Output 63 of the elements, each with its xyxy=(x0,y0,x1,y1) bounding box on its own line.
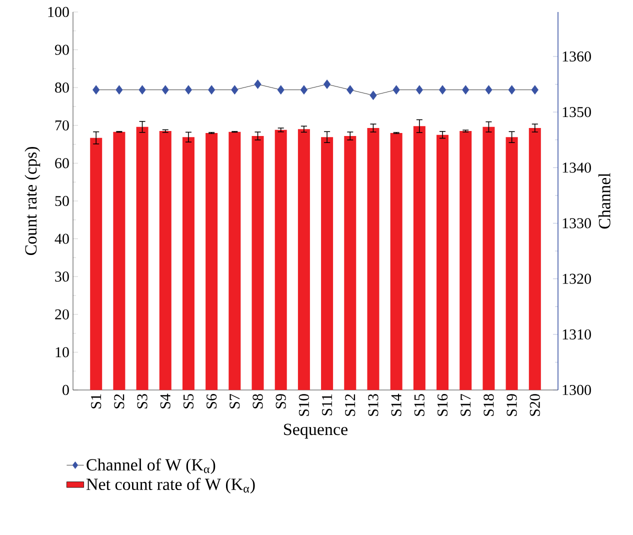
bar xyxy=(528,128,541,390)
bar xyxy=(206,132,218,390)
bar xyxy=(390,132,402,390)
y-axis-title: Count rate (cps) xyxy=(24,146,40,256)
bar xyxy=(344,136,356,390)
bar xyxy=(298,129,310,390)
bar xyxy=(367,128,380,390)
y-tick-label: 50 xyxy=(55,196,69,206)
x-tick-label: S18 xyxy=(484,394,494,416)
bar xyxy=(506,137,518,390)
y2-tick-label: 1330 xyxy=(562,218,591,228)
legend-label: Channel of W (K$_{α}$) xyxy=(86,458,216,474)
bar xyxy=(436,134,449,390)
y2-tick-label: 1350 xyxy=(562,106,591,118)
y2-tick-label: 1310 xyxy=(562,329,591,340)
bar xyxy=(113,132,126,390)
bar xyxy=(413,126,426,390)
bar xyxy=(482,126,495,390)
y2-tick-label: 1360 xyxy=(562,51,591,62)
x-tick-label: S19 xyxy=(506,394,517,416)
x-tick-label: S17 xyxy=(460,394,471,416)
x-tick-label: S12 xyxy=(345,394,356,416)
y-tick-label: 90 xyxy=(54,44,69,55)
x-tick-label: S4 xyxy=(160,394,170,408)
x-tick-label: S5 xyxy=(183,394,194,408)
y-tick-label: 30 xyxy=(55,272,69,282)
y-tick-label: 100 xyxy=(48,6,69,18)
x-tick-label: S11 xyxy=(322,394,332,416)
bar xyxy=(136,126,148,390)
bar xyxy=(460,131,472,390)
x-tick-label: S14 xyxy=(391,394,402,416)
y-tick-label: 0 xyxy=(62,384,69,396)
bar xyxy=(182,137,194,390)
x-tick-label: S16 xyxy=(437,394,448,416)
y2-tick-label: 1320 xyxy=(562,274,591,284)
legend-label: Net count rate of W (K$_{α}$) xyxy=(86,478,255,494)
y-tick-label: 40 xyxy=(54,234,69,244)
x-tick-label: S15 xyxy=(414,394,424,416)
x-tick-label: S7 xyxy=(230,394,240,408)
x-axis-title: Sequence xyxy=(284,424,348,439)
y-tick-label: 10 xyxy=(56,347,69,358)
y-tick-label: 70 xyxy=(55,120,69,130)
x-tick-label: S1 xyxy=(91,394,102,408)
bar xyxy=(252,136,264,390)
y2-tick-label: 1340 xyxy=(562,162,591,173)
x-tick-label: S13 xyxy=(368,394,378,416)
x-tick-label: S9 xyxy=(276,394,286,408)
x-tick-label: S10 xyxy=(298,394,310,416)
x-tick-label: S20 xyxy=(530,394,540,416)
y2-axis-title: Channel xyxy=(598,173,610,229)
y2-tick-label: 1300 xyxy=(562,384,591,396)
y-tick-label: 20 xyxy=(55,309,69,320)
bar xyxy=(159,131,172,390)
y-tick-label: 60 xyxy=(55,158,69,168)
bar xyxy=(274,130,287,390)
x-tick-label: S3 xyxy=(137,394,148,408)
bar xyxy=(228,132,241,390)
x-tick-label: S6 xyxy=(206,394,217,408)
x-tick-label: S8 xyxy=(252,394,263,408)
y-tick-label: 80 xyxy=(55,82,69,93)
bar xyxy=(90,138,102,390)
x-tick-label: S2 xyxy=(114,394,124,408)
bar xyxy=(321,137,334,390)
